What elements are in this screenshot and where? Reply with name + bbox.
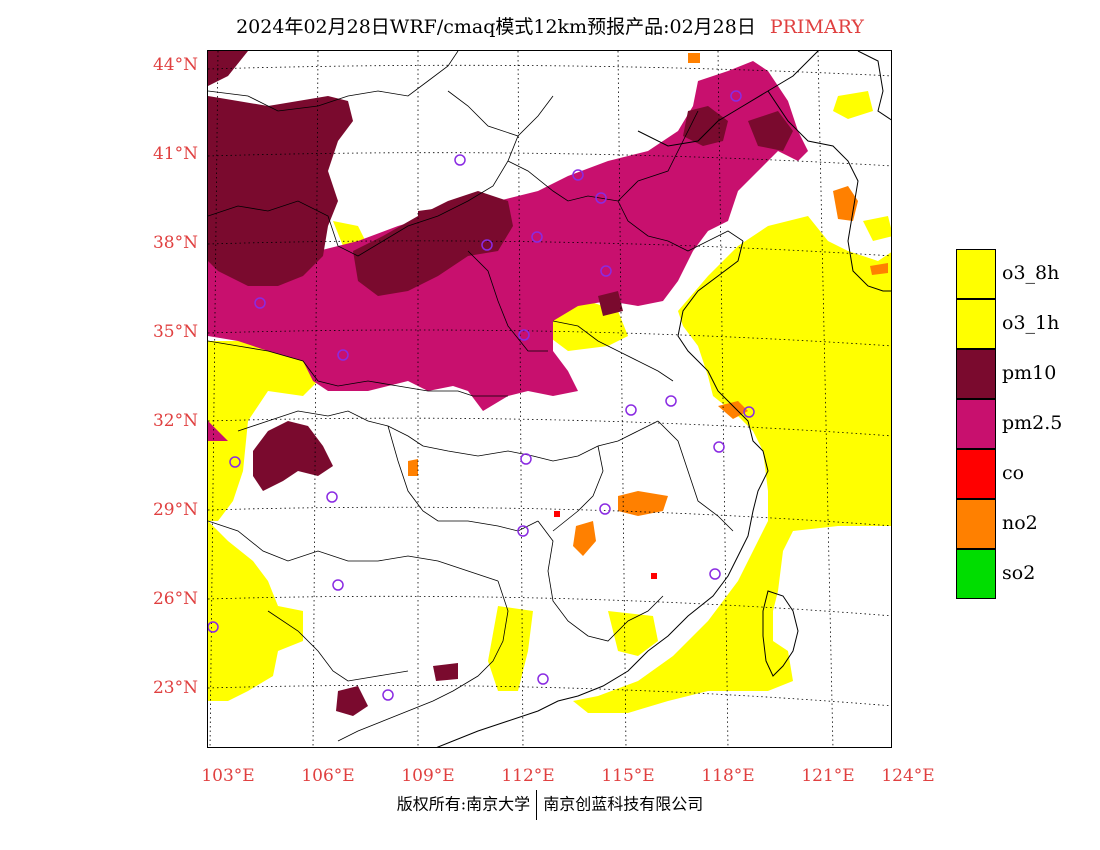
station-markers [208,90,755,701]
legend-swatch [956,249,996,299]
pm10-regions [208,51,793,716]
co-regions [554,511,657,579]
lon-label-115: 115°E [601,766,655,786]
lat-label-41: 41°N [152,144,198,164]
legend-label: pm10 [1002,362,1057,384]
legend-swatch [956,349,996,399]
map-title: 2024年02月28日WRF/cmaq模式12km预报产品:02月28日 PRIM… [0,12,1100,39]
lon-label-106: 106°E [301,766,355,786]
coastline [436,51,891,747]
map-area[interactable] [207,50,892,748]
province-borders [208,51,744,742]
lon-label-103: 103°E [201,766,255,786]
o3-regions [208,91,891,713]
copyright-divider [536,790,538,820]
lat-label-44: 44°N [152,55,198,75]
lat-label-38: 38°N [152,233,198,253]
lat-label-35: 35°N [152,322,198,342]
lon-label-112: 112°E [501,766,555,786]
lat-label-23: 23°N [152,678,198,698]
title-primary-tag: PRIMARY [769,16,864,38]
graticule [208,51,891,747]
map-canvas [208,51,891,747]
legend-swatch [956,399,996,449]
legend-label: so2 [1002,562,1036,584]
legend-swatch [956,549,996,599]
copyright-footer: 版权所有:南京大学 南京创蓝科技有限公司 [0,790,1100,820]
legend-label: o3_8h [1002,262,1060,284]
lon-label-121: 121°E [801,766,855,786]
lon-label-118: 118°E [701,766,755,786]
copyright-left: 版权所有:南京大学 [396,794,531,814]
legend-label: o3_1h [1002,312,1060,334]
legend-label: pm2.5 [1002,412,1063,434]
legend-swatch [956,499,996,549]
lat-label-32: 32°N [152,411,198,431]
lat-label-26: 26°N [152,589,198,609]
copyright-right: 南京创蓝科技有限公司 [543,794,704,814]
pm25-regions [208,61,808,441]
legend-swatch [956,299,996,349]
lon-label-124: 124°E [881,766,935,786]
legend-label: co [1002,462,1025,484]
no2-regions [408,53,888,556]
legend-label: no2 [1002,512,1038,534]
lon-label-109: 109°E [401,766,455,786]
legend-swatch [956,449,996,499]
title-text: 2024年02月28日WRF/cmaq模式12km预报产品:02月28日 [236,16,756,38]
lat-label-29: 29°N [152,500,198,520]
